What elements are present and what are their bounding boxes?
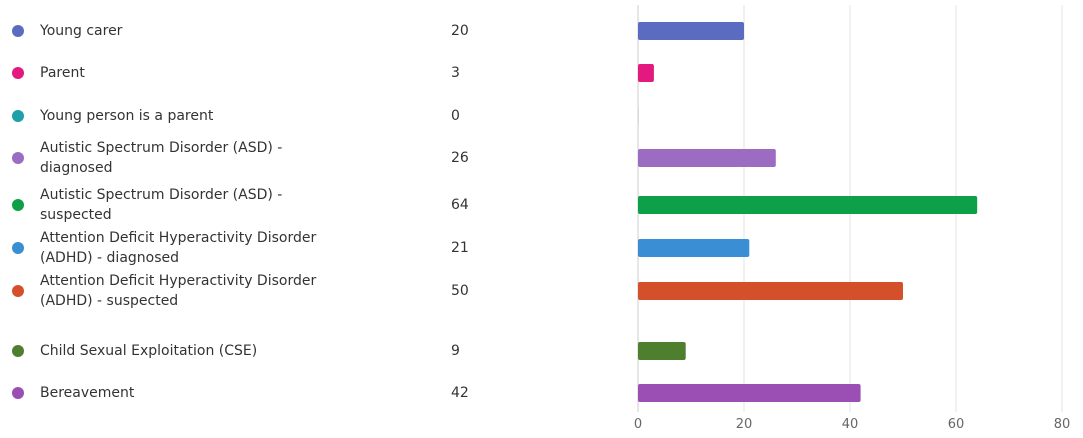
category-label-line: (ADHD) - suspected — [40, 293, 179, 309]
category-label-line: Attention Deficit Hyperactivity Disorder — [40, 273, 317, 289]
legend-row: Attention Deficit Hyperactivity Disorder… — [0, 270, 600, 312]
category-label-line: suspected — [40, 207, 112, 223]
legend-row: Parent 3 — [0, 52, 600, 94]
x-tick-label: 80 — [1054, 417, 1071, 432]
category-label-line: Attention Deficit Hyperactivity Disorder — [40, 230, 317, 246]
category-label-line: Young person is a parent — [40, 108, 214, 124]
bar[interactable] — [638, 64, 654, 82]
category-label-line: Parent — [40, 65, 85, 81]
category-count: 9 — [451, 343, 460, 359]
category-label-line: Autistic Spectrum Disorder (ASD) - — [40, 187, 283, 203]
category-label: Attention Deficit Hyperactivity Disorder… — [40, 271, 380, 311]
x-tick-label: 20 — [736, 417, 753, 432]
category-label-line: Young carer — [40, 23, 123, 39]
bar[interactable] — [638, 196, 978, 214]
category-label: Young carer — [40, 21, 380, 41]
category-label-line: diagnosed — [40, 160, 113, 176]
category-label: Child Sexual Exploitation (CSE) — [40, 341, 380, 361]
legend-dot-icon — [12, 242, 24, 254]
category-label-line: Autistic Spectrum Disorder (ASD) - — [40, 140, 283, 156]
category-count: 26 — [451, 150, 469, 166]
legend-dot-icon — [12, 345, 24, 357]
category-label: Young person is a parent — [40, 106, 380, 126]
legend-row: Autistic Spectrum Disorder (ASD) - suspec… — [0, 184, 600, 226]
category-count: 64 — [451, 197, 469, 213]
legend-dot-icon — [12, 152, 24, 164]
legend-row: Attention Deficit Hyperactivity Disorder… — [0, 227, 600, 269]
legend-dot-icon — [12, 387, 24, 399]
legend-dot-icon — [12, 285, 24, 297]
bar[interactable] — [638, 22, 744, 40]
category-label-line: Bereavement — [40, 385, 135, 401]
bar[interactable] — [638, 342, 686, 360]
category-label: Autistic Spectrum Disorder (ASD) - diagno… — [40, 138, 380, 178]
category-label: Autistic Spectrum Disorder (ASD) - suspec… — [40, 185, 380, 225]
category-label-line: (ADHD) - diagnosed — [40, 250, 180, 266]
category-count: 42 — [451, 385, 469, 401]
x-tick-label: 0 — [634, 417, 642, 432]
legend-row: Young carer 20 — [0, 10, 600, 52]
category-label: Parent — [40, 63, 380, 83]
legend-row: Bereavement 42 — [0, 372, 600, 414]
legend-dot-icon — [12, 110, 24, 122]
category-count: 0 — [451, 108, 460, 124]
category-label: Bereavement — [40, 383, 380, 403]
category-count: 3 — [451, 65, 460, 81]
legend-row: Child Sexual Exploitation (CSE) 9 — [0, 330, 600, 372]
bar[interactable] — [638, 107, 639, 125]
category-count: 21 — [451, 240, 469, 256]
bar[interactable] — [638, 282, 903, 300]
legend-dot-icon — [12, 67, 24, 79]
bar[interactable] — [638, 239, 750, 257]
x-tick-label: 40 — [842, 417, 859, 432]
x-tick-label: 60 — [948, 417, 965, 432]
legend-dot-icon — [12, 199, 24, 211]
legend-row: Young person is a parent 0 — [0, 95, 600, 137]
category-count: 50 — [451, 283, 469, 299]
category-label: Attention Deficit Hyperactivity Disorder… — [40, 228, 380, 268]
legend-row: Autistic Spectrum Disorder (ASD) - diagno… — [0, 137, 600, 179]
category-count: 20 — [451, 23, 469, 39]
bar[interactable] — [638, 384, 861, 402]
category-label-line: Child Sexual Exploitation (CSE) — [40, 343, 258, 359]
bar[interactable] — [638, 149, 776, 167]
legend-dot-icon — [12, 25, 24, 37]
